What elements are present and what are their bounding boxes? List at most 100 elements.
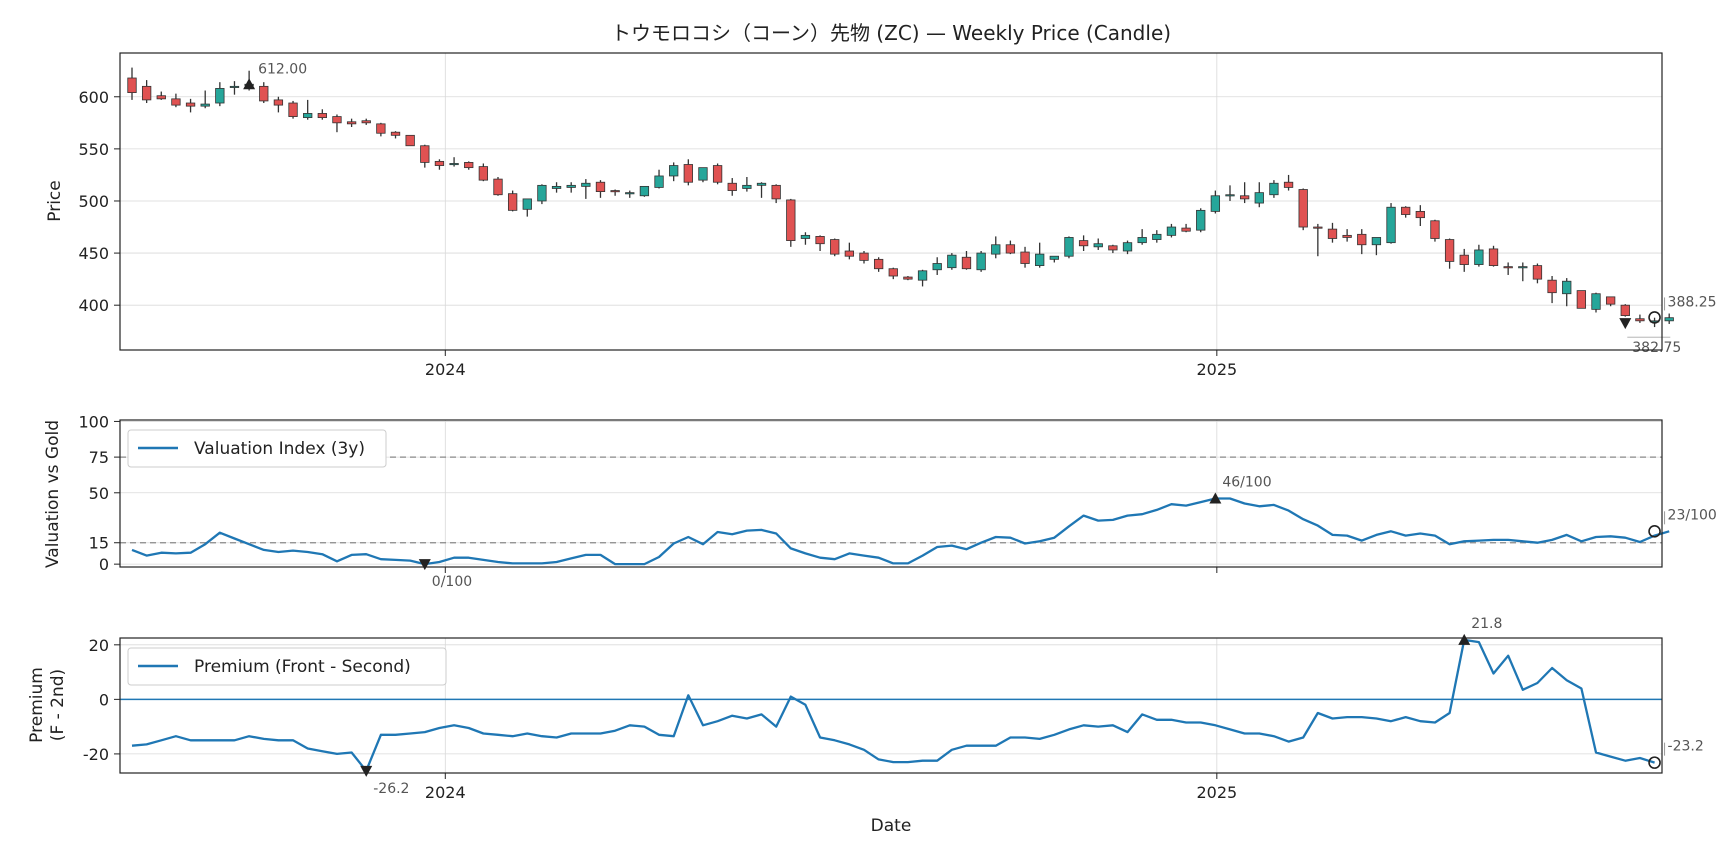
premium-panel: 21.8 -26.2 -23.2 -20 0 20 2024 2025 Premium (… (27, 616, 1704, 836)
candle-up (625, 192, 635, 195)
premium-annotations: 21.8 -26.2 -23.2 (360, 616, 1704, 797)
candle-up (1064, 237, 1074, 257)
premium-plot-frame (119, 637, 1663, 774)
price-y-axis: 400 450 500 550 600 (78, 88, 120, 315)
candle-up (698, 167, 708, 181)
valuation-x-axis (444, 567, 1218, 573)
candle-up (1093, 243, 1103, 248)
candle-down (478, 166, 489, 181)
candle-up (1166, 226, 1177, 236)
candle-up (639, 185, 650, 197)
premium-x-axis: 2024 2025 (425, 773, 1237, 802)
valuation-series (131, 497, 1670, 566)
candle-down (1005, 244, 1016, 254)
candle-down (727, 182, 737, 191)
candle-down (830, 239, 840, 255)
max-value-label: 612.00 (258, 61, 307, 77)
y-tick-label: 75 (89, 448, 109, 467)
min-marker-icon (418, 559, 431, 571)
candle-up (1591, 293, 1601, 310)
candle-up (1196, 209, 1206, 231)
y-tick-label: 15 (89, 534, 109, 553)
premium-legend: Premium (Front - Second) (127, 647, 447, 686)
valuation-legend-box (127, 429, 387, 468)
y-tick-label: 50 (89, 484, 109, 503)
candle-up (800, 234, 811, 239)
candle-down (1357, 233, 1367, 246)
candle-up (215, 88, 225, 104)
x-tick-label: 2024 (425, 360, 466, 379)
candle-down (376, 123, 386, 134)
candle-down (1605, 296, 1616, 305)
candle-up (742, 184, 752, 189)
premium-series (131, 638, 1655, 772)
y-tick-label: 500 (78, 192, 109, 211)
candle-down (317, 113, 327, 119)
candle-up (1049, 255, 1059, 260)
chart-title: トウモロコシ（コーン）先物 (ZC) — Weekly Price (Candl… (611, 21, 1171, 45)
min-marker-icon (1619, 318, 1632, 330)
candle-up (1152, 233, 1162, 240)
price-y-axis-label: Price (45, 180, 65, 221)
candle-down (1430, 220, 1440, 239)
y-tick-label: 450 (78, 244, 109, 263)
candle-down (1459, 254, 1469, 265)
y-tick-label: 400 (78, 296, 109, 315)
candle-down (464, 162, 474, 169)
candle-down (156, 95, 166, 100)
candle-down (888, 268, 898, 277)
last-value-marker-icon (1648, 311, 1661, 324)
last-value-label: 23/100 (1668, 507, 1717, 523)
y-tick-label: 550 (78, 140, 109, 159)
y-tick-label: 0 (99, 690, 109, 709)
max-marker-icon (1458, 633, 1471, 645)
min-value-label: -26.2 (373, 781, 409, 797)
valuation-panel: 46/100 0/100 23/100 0 15 50 75 100 Valuation v… (43, 412, 1717, 590)
candle-down (1181, 227, 1191, 232)
series-line (131, 638, 1655, 772)
candle-down (288, 102, 298, 117)
candle-up (1664, 317, 1674, 322)
candle-down (259, 85, 269, 102)
candle-down (683, 164, 693, 183)
candle-down (1488, 248, 1499, 266)
candle-down (1401, 206, 1411, 215)
candle-down (1020, 251, 1030, 264)
valuation-gridlines (120, 420, 1662, 567)
max-value-label: 46/100 (1222, 474, 1271, 490)
x-axis-label: Date (871, 816, 912, 836)
candle-up (1035, 253, 1045, 266)
candle-up (932, 263, 942, 271)
x-tick-label: 2025 (1196, 783, 1237, 802)
candle-down (1415, 210, 1425, 219)
candle-up (756, 182, 767, 186)
max-marker-icon (1209, 492, 1222, 504)
candle-down (141, 85, 152, 101)
candle-up (566, 184, 576, 188)
valuation-legend: Valuation Index (3y) (127, 429, 387, 468)
candle-down (873, 258, 884, 270)
candle-down (1327, 228, 1338, 239)
candle-up (303, 113, 313, 119)
candle-down (610, 190, 620, 193)
y-tick-label: 0 (99, 555, 109, 574)
premium-gridlines (120, 638, 1662, 773)
candle-down (1547, 279, 1557, 294)
candle-down (961, 256, 972, 270)
y-tick-label: 600 (78, 88, 109, 107)
max-value-label: 21.8 (1471, 616, 1502, 632)
valuation-legend-label: Valuation Index (3y) (194, 439, 365, 459)
last-value-label: 388.25 (1668, 294, 1717, 310)
candle-down (1298, 189, 1308, 228)
candle-down (507, 193, 518, 211)
candle-down (771, 184, 781, 200)
price-gridlines (120, 53, 1662, 350)
candle-down (273, 99, 284, 106)
candle-down (390, 131, 401, 136)
candle-down (171, 98, 181, 106)
valuation-y-axis-label: Valuation vs Gold (43, 420, 63, 568)
candle-up (1254, 192, 1264, 204)
candle-down (859, 252, 869, 261)
